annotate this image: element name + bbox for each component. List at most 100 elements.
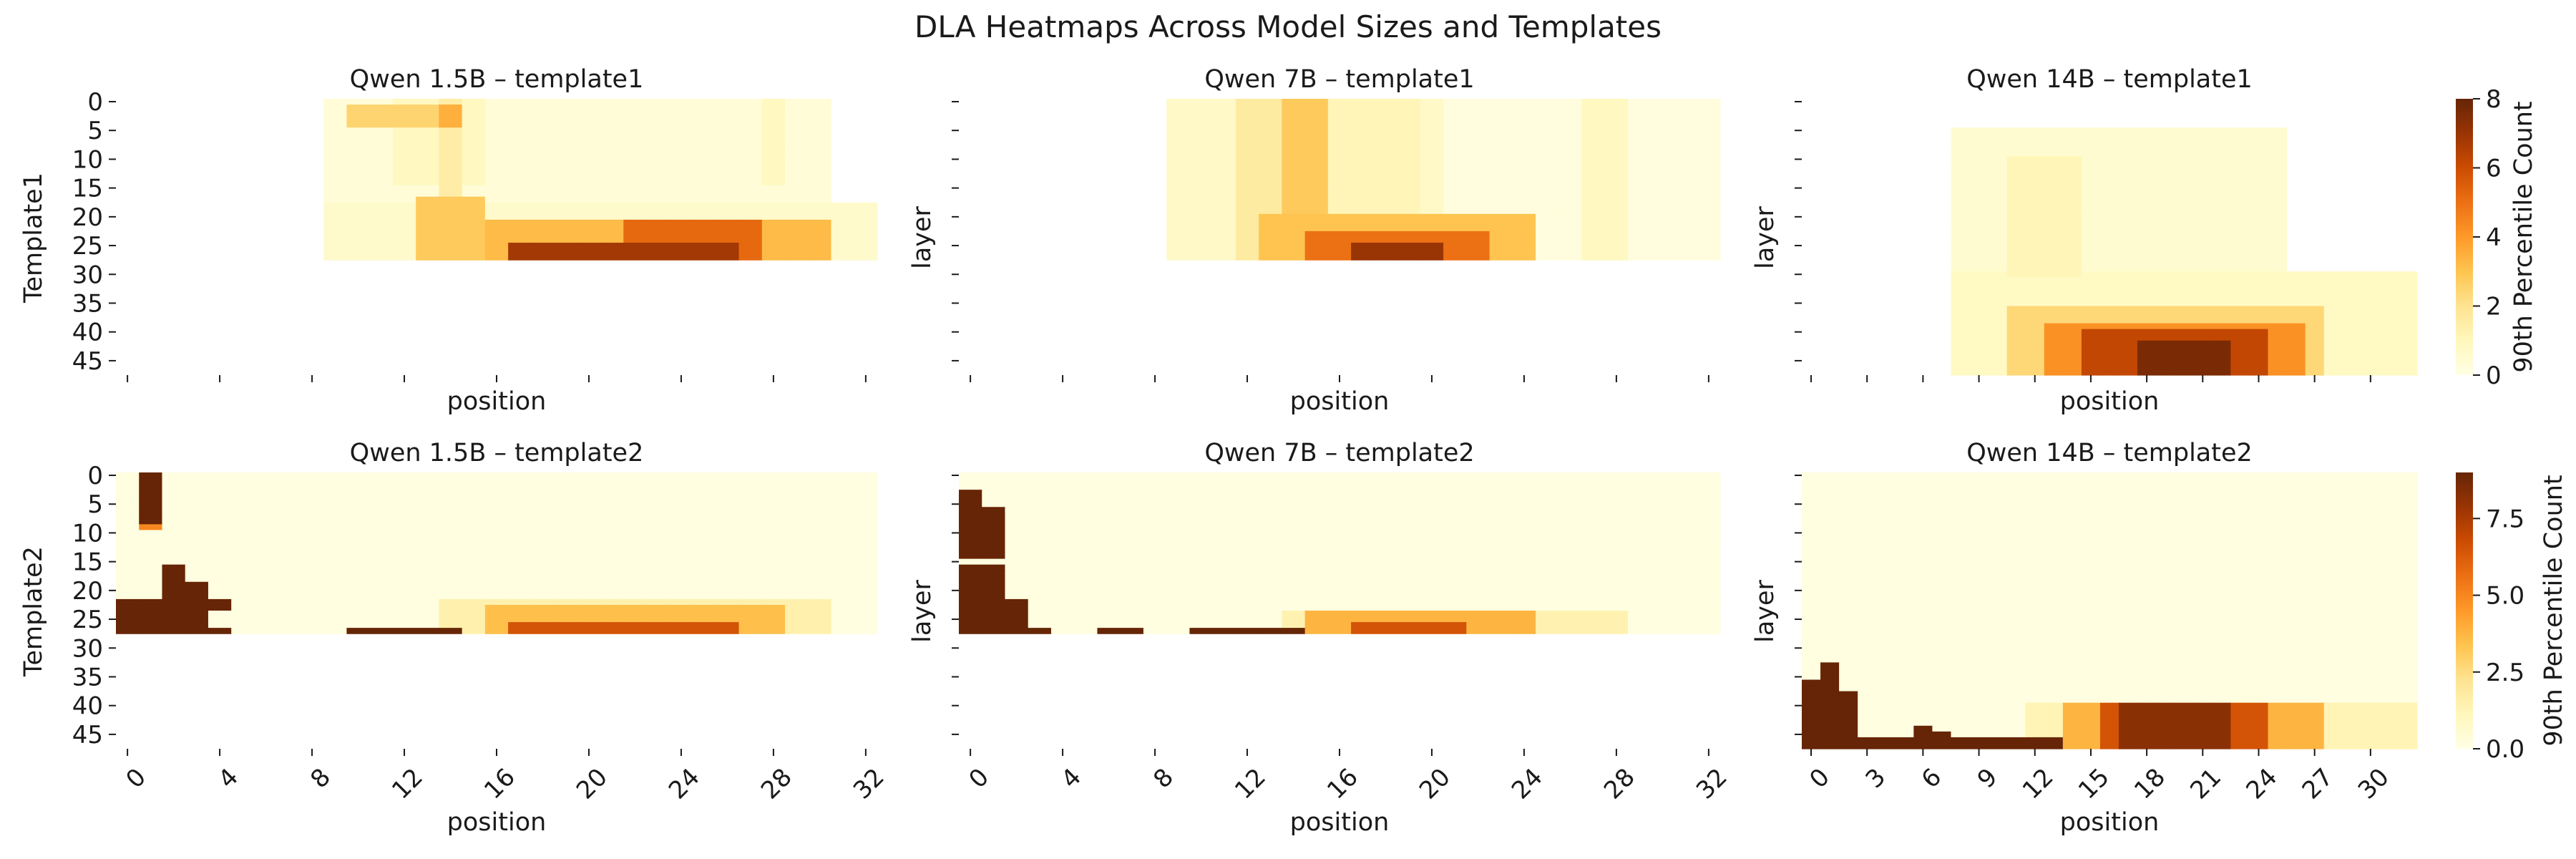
heatmap-cell: [392, 179, 416, 186]
heatmap-cell: [2379, 501, 2399, 508]
heatmap-cell: [2379, 576, 2399, 583]
x-tick-label: 0: [963, 763, 995, 795]
heatmap-cell: [1351, 472, 1375, 479]
heatmap-cell: [2379, 334, 2399, 341]
heatmap-cell: [2212, 162, 2231, 169]
heatmap-cell: [554, 564, 578, 571]
heatmap-cell: [669, 179, 693, 186]
heatmap-cell: [1097, 518, 1121, 525]
heatmap-cell: [116, 564, 140, 571]
heatmap-cell: [831, 616, 855, 623]
heatmap-cell: [831, 490, 855, 496]
heatmap-cell: [2249, 329, 2269, 336]
heatmap-cell: [2099, 190, 2119, 198]
heatmap-cell: [1050, 513, 1075, 519]
heatmap-cell: [508, 581, 532, 588]
heatmap-cell: [716, 168, 740, 175]
heatmap-cell: [1604, 524, 1629, 531]
heatmap-cell: [462, 558, 486, 566]
heatmap-cell: [2230, 490, 2250, 496]
heatmap-cell: [1374, 179, 1398, 186]
heatmap-cell: [2175, 145, 2194, 151]
heatmap-cell: [346, 558, 371, 566]
heatmap-cell: [323, 478, 348, 485]
heatmap-cell: [2286, 346, 2306, 353]
heatmap-cell: [785, 156, 809, 163]
heatmap-cell: [1839, 490, 1858, 496]
heatmap-cell: [738, 593, 763, 600]
heatmap-cell: [646, 604, 670, 611]
heatmap-cell: [116, 513, 140, 519]
heatmap-cell: [623, 208, 648, 215]
heatmap-cell: [2305, 369, 2325, 376]
heatmap-cell: [2268, 254, 2288, 261]
heatmap-cell: [1628, 133, 1652, 140]
heatmap-cell: [693, 472, 716, 479]
heatmap-cell: [2175, 334, 2194, 341]
heatmap-cell: [1282, 173, 1306, 180]
heatmap-cell: [231, 570, 255, 577]
heatmap-cell: [116, 472, 140, 479]
heatmap-cell: [439, 133, 463, 140]
heatmap-cell: [508, 202, 532, 209]
heatmap-cell: [277, 478, 301, 485]
heatmap-cell: [2025, 150, 2045, 157]
heatmap-cell: [2006, 196, 2026, 203]
heatmap-cell: [416, 230, 439, 238]
heatmap-cell: [2193, 564, 2212, 571]
heatmap-cell: [1120, 564, 1144, 571]
heatmap-cell: [1097, 547, 1121, 554]
heatmap-cell: [2099, 553, 2119, 560]
heatmap-cell: [761, 145, 786, 151]
heatmap-cell: [1581, 564, 1606, 571]
heatmap-cell: [2398, 329, 2418, 336]
heatmap-cell: [1166, 622, 1191, 629]
heatmap-cell: [646, 616, 670, 623]
heatmap-cell: [2398, 357, 2418, 364]
heatmap-cell: [369, 243, 394, 249]
heatmap-cell: [1420, 243, 1444, 249]
heatmap-cell: [2044, 288, 2064, 296]
heatmap-cell: [1512, 604, 1536, 611]
heatmap-cell: [2268, 145, 2288, 151]
heatmap-cell: [2398, 323, 2418, 330]
heatmap-cell: [1628, 604, 1652, 611]
heatmap-cell: [1489, 576, 1513, 583]
heatmap-cell: [1074, 553, 1098, 560]
heatmap-cell: [2175, 311, 2194, 319]
heatmap-cell: [346, 581, 371, 588]
heatmap-cell: [1259, 593, 1282, 600]
heatmap-cell: [1351, 530, 1375, 537]
heatmap-cell: [1304, 202, 1329, 209]
heatmap-cell: [959, 628, 982, 634]
heatmap-cell: [1913, 490, 1933, 496]
heatmap-cell: [2006, 530, 2026, 537]
heatmap-cell: [1166, 133, 1191, 140]
heatmap-cell: [2268, 490, 2288, 496]
heatmap-cell: [2119, 196, 2138, 203]
heatmap-cell: [1674, 484, 1698, 490]
heatmap-cell: [808, 248, 832, 255]
heatmap-cell: [1932, 570, 1952, 577]
heatmap-cell: [508, 168, 532, 175]
heatmap-cell: [392, 133, 416, 140]
heatmap-cell: [1466, 541, 1491, 548]
heatmap-cell: [2268, 576, 2288, 583]
heatmap-cell: [2119, 202, 2138, 209]
heatmap-cell: [2286, 311, 2306, 319]
heatmap-cell: [1466, 162, 1491, 169]
heatmap-cell: [761, 598, 786, 606]
heatmap-cell: [1988, 541, 2008, 548]
heatmap-cell: [323, 173, 348, 180]
heatmap-cell: [1351, 495, 1375, 502]
heatmap-cell: [1304, 553, 1329, 560]
heatmap-cell: [959, 553, 982, 560]
heatmap-cell: [1120, 604, 1144, 611]
heatmap-cell: [508, 547, 532, 554]
heatmap-cell: [1466, 190, 1491, 198]
heatmap-cell: [2137, 254, 2157, 261]
heatmap-cell: [2286, 334, 2306, 341]
heatmap-cell: [854, 558, 878, 566]
heatmap-cell: [600, 535, 624, 543]
heatmap-cell: [392, 484, 416, 490]
